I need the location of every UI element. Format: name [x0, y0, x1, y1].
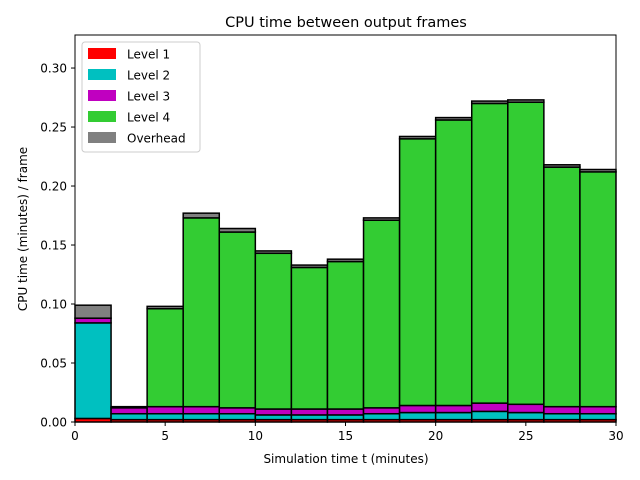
y-tick-label: 0.20: [40, 180, 67, 194]
bar-segment-level-4-8: [362, 219, 401, 409]
bar-segment-level-3-8: [362, 407, 401, 415]
bar-segment-level-3-7: [326, 408, 365, 416]
y-axis-ticks: 0.00 0.05 0.10 0.15 0.20 0.25 0.30: [40, 62, 75, 430]
bar-segment-overhead-11: [470, 100, 509, 105]
legend-label: Level 4: [127, 111, 170, 125]
bar-segment-level-3-5: [254, 408, 293, 416]
bar-segment-level-2-9: [398, 411, 437, 421]
x-tick-label: 10: [248, 429, 263, 443]
bar-segment-overhead-6: [290, 264, 329, 269]
y-tick-label: 0.10: [40, 298, 67, 312]
bar-segment-level-3-3: [182, 405, 221, 415]
bar-segment-level-3-1: [110, 407, 148, 415]
legend-swatch-level-4: [88, 111, 116, 122]
bar-segment-level-4-10: [434, 119, 473, 407]
y-tick-label: 0.15: [40, 239, 67, 253]
bar-segment-level-2-0: [74, 322, 112, 420]
bar-segment-overhead-8: [362, 217, 401, 221]
bar-segment-level-4-12: [507, 101, 545, 406]
bar-segment-overhead-2: [146, 305, 184, 310]
bar-segment-level-3-10: [434, 404, 473, 414]
chart-title: CPU time between output frames: [225, 15, 467, 31]
bar-segment-overhead-0: [74, 304, 112, 319]
bar-segment-level-3-4: [218, 407, 257, 415]
bar-segment-level-3-6: [290, 408, 329, 416]
bar-segment-level-4-14: [579, 171, 617, 408]
bar-segment-level-3-14: [579, 405, 617, 415]
bar-segment-level-3-9: [398, 404, 437, 414]
x-tick-label: 25: [518, 429, 533, 443]
bar-segment-level-4-2: [146, 307, 184, 408]
x-axis-ticks: 0 5 10 15 20 25 30: [71, 422, 624, 443]
bar-segment-level-2-1: [110, 412, 148, 421]
bars-group: [74, 99, 617, 423]
bar-segment-level-4-13: [543, 166, 581, 408]
bar-segment-overhead-5: [254, 250, 293, 255]
legend-label: Overhead: [127, 132, 186, 146]
bar-segment-level-2-13: [543, 412, 581, 421]
bar-segment-level-2-14: [579, 412, 617, 421]
bar-segment-level-2-11: [470, 410, 509, 421]
x-tick-label: 30: [608, 429, 623, 443]
x-tick-label: 0: [71, 429, 79, 443]
y-tick-label: 0.05: [40, 357, 67, 371]
bar-segment-level-2-8: [362, 412, 401, 421]
y-tick-label: 0.25: [40, 121, 67, 135]
bar-segment-overhead-4: [218, 227, 257, 233]
y-tick-label: 0.30: [40, 62, 67, 76]
bar-segment-level-4-9: [398, 138, 437, 407]
bar-segment-level-4-3: [182, 217, 221, 408]
bar-segment-level-3-13: [543, 405, 581, 415]
bar-segment-overhead-1: [110, 405, 148, 409]
bar-segment-level-3-11: [470, 402, 509, 413]
legend-swatch-overhead: [88, 132, 116, 143]
legend: Level 1 Level 2 Level 3 Level 4 Overhead: [81, 41, 201, 153]
bar-segment-overhead-14: [579, 168, 617, 173]
bar-segment-level-2-4: [218, 412, 257, 421]
x-tick-label: 20: [428, 429, 443, 443]
legend-swatch-level-3: [88, 90, 116, 101]
bar-segment-level-2-12: [507, 411, 545, 421]
x-axis-label: Simulation time t (minutes): [263, 452, 428, 466]
bar-segment-level-2-2: [146, 412, 184, 421]
bar-segment-overhead-12: [507, 99, 545, 104]
legend-swatch-level-1: [88, 48, 116, 59]
bar-segment-overhead-9: [398, 135, 437, 140]
y-tick-label: 0.00: [40, 416, 67, 430]
bar-segment-level-3-12: [507, 403, 545, 414]
bar-segment-level-4-7: [326, 260, 365, 410]
bar-segment-overhead-13: [543, 164, 581, 168]
bar-segment-level-4-6: [290, 266, 329, 410]
bar-segment-level-4-5: [254, 252, 293, 410]
x-tick-label: 5: [161, 429, 169, 443]
bar-segment-level-3-2: [146, 405, 184, 415]
legend-label: Level 1: [127, 48, 170, 62]
x-tick-label: 15: [338, 429, 353, 443]
bar-segment-level-4-4: [218, 231, 257, 409]
bar-segment-overhead-10: [434, 116, 473, 121]
legend-swatch-level-2: [88, 69, 116, 80]
bar-segment-level-2-3: [182, 412, 221, 421]
bar-segment-overhead-7: [326, 258, 365, 263]
legend-label: Level 3: [127, 90, 170, 104]
y-axis-label: CPU time (minutes) / frame: [16, 147, 30, 311]
bar-segment-level-4-11: [470, 102, 509, 404]
bar-segment-overhead-3: [182, 212, 221, 219]
bar-segment-level-2-10: [434, 411, 473, 421]
legend-label: Level 2: [127, 69, 170, 83]
